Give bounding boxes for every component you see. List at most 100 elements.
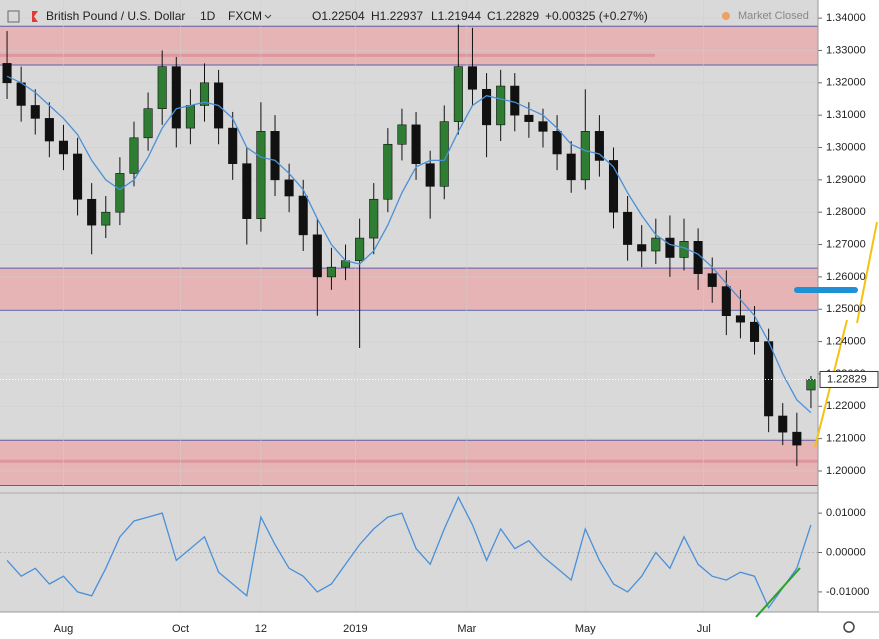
x-tick-label: Aug [54,623,74,635]
candle-body [580,131,590,181]
y-tick-label: 1.31000 [826,109,866,121]
candle-body [397,124,407,145]
candle-body [284,179,294,197]
candle-body [87,198,97,226]
candle-body [637,244,647,252]
candle-body [326,266,336,278]
candle-body [228,127,238,164]
interval[interactable]: 1D [200,9,216,23]
candle-body [707,273,717,287]
status-dot [722,12,730,20]
moving-average [6,75,812,414]
market-status: Market Closed [738,10,809,22]
candle-body [496,85,506,126]
flag-icon [32,11,38,22]
candle-body [566,153,576,181]
zone [0,268,818,311]
candle-body [651,237,661,252]
candle-body [594,131,604,161]
y-tick-label: 1.26000 [826,271,866,283]
x-tick-label: Jul [697,623,711,635]
candle-body [2,63,12,84]
x-tick-label: Oct [172,623,189,635]
last-price-box [819,370,879,388]
candle-body [453,66,463,122]
y-tick-label: 1.20000 [826,465,866,477]
drawing-line[interactable] [755,567,801,618]
candle-body [157,66,167,109]
candle-body [44,118,54,142]
candle-body [298,195,308,236]
candle-body [411,124,421,164]
y-tick-label: 1.25000 [826,303,866,315]
candle-body [199,82,210,106]
candle-body [185,105,195,129]
candle-body [143,108,153,139]
candle-body [369,198,379,239]
candle-body [312,234,322,278]
candle-body [355,237,365,262]
candle-body [383,143,393,200]
y2-tick-label: 0.00000 [826,546,866,558]
change: +0.00325 (+0.27%) [545,9,648,23]
ohlc-close: C1.22829 [487,9,539,23]
candle-body [735,315,745,323]
candle-body [552,131,562,155]
candle-body [425,163,435,187]
settings-icon[interactable] [843,621,855,633]
candle-body [778,415,788,433]
time-axis [0,612,818,639]
candle-body [482,88,492,126]
candle-body [30,105,40,119]
candle-body [73,153,83,200]
expand-icon[interactable] [7,10,20,23]
oscillator-line [6,495,812,609]
ohlc-open: O1.22504 [312,9,365,23]
y2-tick-label: -0.01000 [826,586,869,598]
candle-body [524,114,534,122]
candle-body [764,341,774,417]
y-tick-label: 1.32000 [826,77,866,89]
symbol[interactable]: British Pound / U.S. Dollar [46,9,185,23]
candle-body [58,140,68,155]
candle-body [806,379,816,391]
y2-tick-label: 0.01000 [826,507,866,519]
y-tick-label: 1.28000 [826,206,866,218]
y-tick-label: 1.24000 [826,335,866,347]
candle-body [792,431,802,446]
drawing-line[interactable] [856,221,878,324]
candle-body [721,286,731,317]
ohlc-high: H1.22937 [371,9,423,23]
candle-body [270,131,280,181]
candle-body [623,211,633,245]
candle-body [256,131,266,219]
candle-body [538,121,548,132]
x-tick-label: Mar [457,623,476,635]
candle-body [129,137,139,174]
dropdown-icon[interactable] [264,14,272,19]
x-tick-label: 2019 [343,623,367,635]
candle-body [101,211,111,226]
candle-body [467,66,477,90]
price-axis [818,0,879,639]
source: FXCM [228,9,262,23]
y-tick-label: 1.30000 [826,141,866,153]
y-tick-label: 1.33000 [826,44,866,56]
candle-body [16,82,26,106]
ohlc-low: L1.21944 [431,9,481,23]
y-tick-label: 1.22000 [826,400,866,412]
y-tick-label: 1.34000 [826,12,866,24]
candle-body [608,160,619,213]
candle-body [750,321,760,342]
last-price-label: 1.22829 [827,373,867,385]
y-tick-label: 1.21000 [826,433,866,445]
zone [0,440,818,486]
candle-body [510,85,520,116]
candle-body [242,163,252,219]
candle-body [665,237,675,258]
candle-body [115,173,125,213]
candle-body [439,121,449,187]
x-tick-label: May [575,623,596,635]
zone [0,26,818,66]
